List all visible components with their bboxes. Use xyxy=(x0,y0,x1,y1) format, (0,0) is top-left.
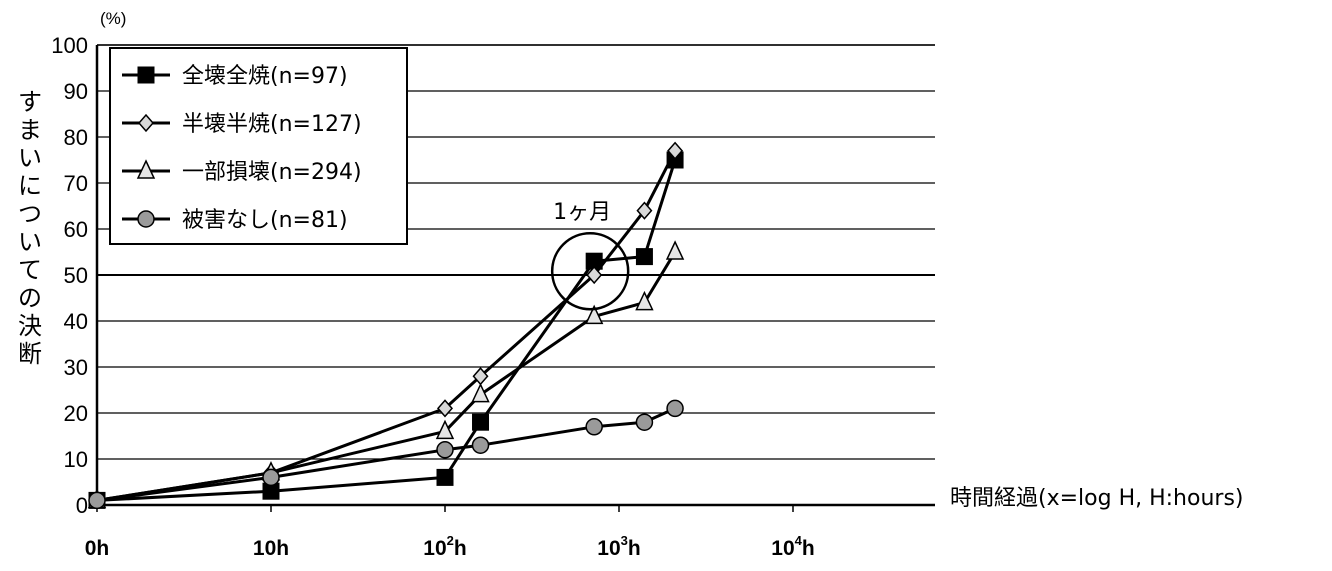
series-line xyxy=(96,251,677,502)
annotation-circle xyxy=(550,231,630,311)
triangle-marker xyxy=(665,240,685,260)
y-tick-label: 0 xyxy=(76,493,88,518)
y-tick-label: 80 xyxy=(64,125,88,150)
y-axis-title-char: す xyxy=(18,88,42,116)
circle-marker xyxy=(137,210,155,228)
y-tick-label: 70 xyxy=(64,171,88,196)
legend-label: 全壊全焼(n=97) xyxy=(182,64,348,89)
series-lines xyxy=(87,141,685,510)
legend-label: 一部損壊(n=294) xyxy=(182,160,362,185)
y-tick-label: 40 xyxy=(64,309,88,334)
x-tick-labels: 0h 10h 102h 103h 104h xyxy=(85,505,815,560)
y-axis-title-char: い xyxy=(18,144,42,172)
legend-label: 半壊半焼(n=127) xyxy=(182,112,362,137)
circle-marker xyxy=(88,491,106,510)
y-tick-label: 10 xyxy=(64,447,88,472)
square-marker xyxy=(436,468,454,486)
y-tick-labels: 0 10 20 30 40 50 60 70 80 90 100 xyxy=(51,33,88,518)
annotations: 1ヶ月 xyxy=(550,200,630,311)
y-tick-label: 30 xyxy=(64,355,88,380)
square-marker xyxy=(137,66,155,84)
diamond-marker xyxy=(586,265,603,285)
y-axis-title-char: 決 xyxy=(18,312,42,340)
circle-marker xyxy=(436,441,454,459)
x-tick-label: 0h xyxy=(85,537,110,560)
y-axis-title-char: て xyxy=(18,256,42,284)
y-axis-title-char: の xyxy=(18,284,42,312)
y-tick-label: 20 xyxy=(64,401,88,426)
legend-label: 被害なし(n=81) xyxy=(182,208,348,233)
triangle-marker xyxy=(471,382,490,403)
diamond-marker xyxy=(667,141,684,160)
x-tick-label: 103h xyxy=(597,533,640,560)
diamond-marker xyxy=(437,399,453,418)
x-tick-label: 102h xyxy=(423,533,466,560)
circle-marker xyxy=(262,468,280,487)
square-marker xyxy=(472,413,490,431)
y-tick-label: 50 xyxy=(64,263,88,288)
series-circle xyxy=(88,399,684,510)
triangle-marker xyxy=(435,419,455,440)
y-tick-label: 100 xyxy=(51,33,88,58)
y-tick-label: 60 xyxy=(64,217,88,242)
circle-marker xyxy=(585,418,603,436)
square-marker xyxy=(635,248,653,266)
diamond-marker xyxy=(138,113,154,133)
y-axis-title-char: つ xyxy=(18,200,42,228)
y-axis-title-char: い xyxy=(18,228,42,256)
circle-marker xyxy=(666,399,684,418)
y-axis-title-char: に xyxy=(18,172,42,200)
circle-marker xyxy=(471,436,490,454)
triangle-marker xyxy=(584,304,604,325)
x-tick-label: 10h xyxy=(253,537,289,560)
circle-marker xyxy=(635,413,654,431)
y-unit-label: (%) xyxy=(100,9,126,28)
y-axis-title-char: ま xyxy=(18,116,42,144)
legend-box xyxy=(109,47,408,245)
y-tick-label: 90 xyxy=(64,79,88,104)
diamond-marker xyxy=(636,201,653,220)
triangle-marker xyxy=(136,159,156,179)
y-axis-title-char: 断 xyxy=(18,340,42,368)
x-tick-label: 104h xyxy=(771,533,814,560)
triangle-marker xyxy=(635,290,654,311)
annotation-label: 1ヶ月 xyxy=(553,200,611,225)
legend: 全壊全焼(n=97) 半壊半焼(n=127) 一部損壊(n=294) 被害なし(n=8… xyxy=(109,47,408,245)
x-axis-title: 時間経過(x=log H, H:hours) xyxy=(950,486,1244,511)
